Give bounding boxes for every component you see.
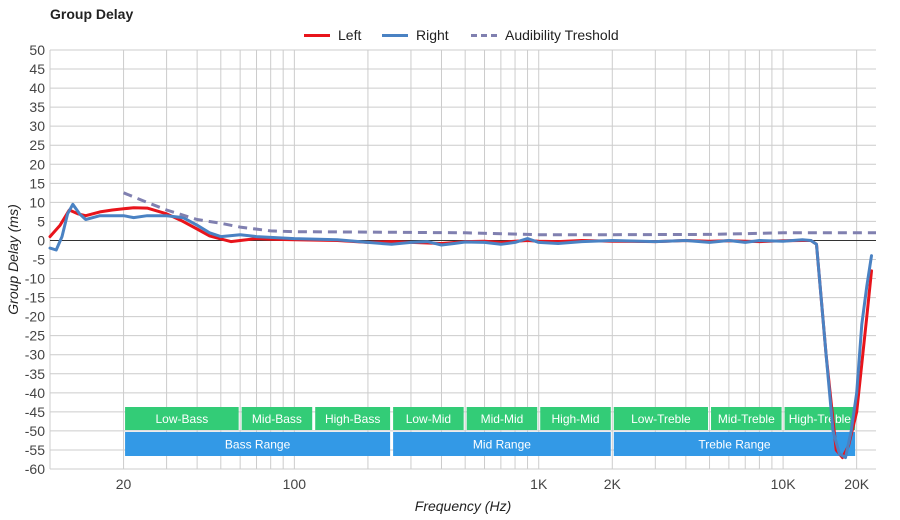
y-tick-label: -5 [33, 252, 46, 268]
range-band-label: Mid-Mid [481, 412, 524, 426]
y-tick-label: 45 [29, 61, 45, 77]
y-tick-label: -10 [25, 271, 45, 287]
y-axis-ticks: 50454035302520151050-5-10-15-20-25-30-35… [25, 42, 45, 477]
legend-item: Left [304, 27, 361, 43]
range-band [613, 407, 709, 430]
range-band-label: Bass Range [225, 438, 291, 452]
y-tick-label: -40 [25, 385, 45, 401]
range-band-label: Low-Mid [406, 412, 451, 426]
range-band [613, 432, 856, 456]
x-tick-label: 20 [116, 476, 132, 492]
legend-item: Audibility Treshold [471, 27, 619, 43]
range-band-label: High-Treble [789, 412, 852, 426]
y-tick-label: -15 [25, 290, 45, 306]
range-band-label: Low-Treble [631, 412, 691, 426]
y-tick-label: -30 [25, 347, 45, 363]
range-band-label: High-Bass [325, 412, 380, 426]
legend-label: Audibility Treshold [505, 27, 619, 43]
y-tick-label: 15 [29, 175, 45, 191]
chart-title: Group Delay [50, 6, 134, 22]
y-tick-label: 25 [29, 137, 45, 153]
y-tick-label: 0 [37, 232, 45, 248]
x-axis-ticks: 20 100 1K 2K 10K 20K [116, 476, 870, 492]
series-line [48, 202, 873, 460]
y-tick-label: 10 [29, 194, 45, 210]
x-tick-label: 20K [844, 476, 870, 492]
legend: Left Right Audibility Treshold [0, 27, 900, 47]
range-band [241, 407, 313, 430]
series-lines [48, 191, 876, 460]
series-line [123, 191, 876, 237]
x-tick-label: 2K [604, 476, 622, 492]
range-band-label: High-Mid [551, 412, 599, 426]
y-tick-label: -45 [25, 404, 45, 420]
y-tick-label: 50 [29, 42, 45, 58]
range-band [711, 407, 782, 430]
range-band [125, 407, 239, 430]
y-tick-label: -50 [25, 423, 45, 439]
range-band-label: Mid-Treble [718, 412, 775, 426]
grid-lines [49, 49, 876, 470]
x-tick-label: 100 [283, 476, 307, 492]
y-tick-label: 35 [29, 99, 45, 115]
range-band-label: Treble Range [698, 438, 771, 452]
range-band [393, 407, 464, 430]
x-tick-label: 10K [771, 476, 797, 492]
frequency-range-bands: Low-Bass Mid-Bass High-Bass Low-Mid Mid-Mid H… [125, 407, 856, 456]
y-tick-label: 40 [29, 80, 45, 96]
x-axis-title: Frequency (Hz) [415, 498, 511, 514]
range-band [784, 407, 856, 430]
y-tick-label: 30 [29, 118, 45, 134]
range-band-label: Low-Bass [156, 412, 209, 426]
y-tick-label: -60 [25, 461, 45, 477]
y-tick-label: -35 [25, 366, 45, 382]
range-band [393, 432, 611, 456]
range-band [540, 407, 611, 430]
y-axis-title: Group Delay (ms) [5, 204, 21, 314]
y-tick-label: 5 [37, 213, 45, 229]
range-band-label: Mid Range [473, 438, 531, 452]
legend-label: Left [338, 27, 362, 43]
range-band [315, 407, 391, 430]
range-band [466, 407, 538, 430]
y-tick-label: -25 [25, 328, 45, 344]
legend-swatch [304, 33, 330, 37]
y-tick-label: -20 [25, 309, 45, 325]
legend-swatch [382, 33, 408, 37]
range-band-label: Mid-Bass [252, 412, 302, 426]
legend-label: Right [416, 27, 449, 43]
legend-item: Right [382, 27, 449, 43]
range-band [125, 432, 391, 456]
y-tick-label: -55 [25, 442, 45, 458]
y-tick-label: 20 [29, 156, 45, 172]
legend-swatch [471, 33, 497, 37]
x-tick-label: 1K [530, 476, 548, 492]
